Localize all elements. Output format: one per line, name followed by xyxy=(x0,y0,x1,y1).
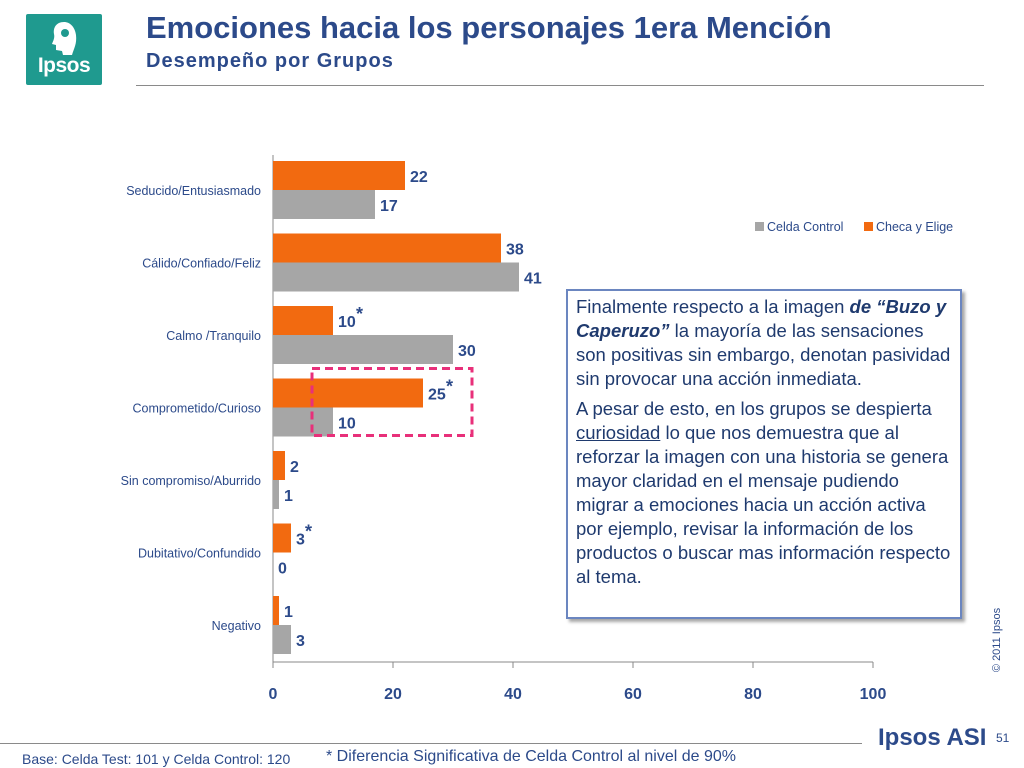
data-label-control: 17 xyxy=(380,198,398,215)
callout-text: la mayoría de las sensaciones son positi… xyxy=(576,320,951,389)
data-label-checa: 22 xyxy=(410,169,428,186)
bar-control xyxy=(273,335,453,364)
significance-note: * Diferencia Significativa de Celda Cont… xyxy=(326,748,736,765)
base-note: Base: Celda Test: 101 y Celda Control: 1… xyxy=(22,751,291,767)
bar-checa xyxy=(273,451,285,480)
significance-marker: * xyxy=(356,304,363,324)
x-tick-label: 40 xyxy=(504,686,522,703)
callout-text: Finalmente respecto a la imagen xyxy=(576,296,850,317)
x-tick-label: 0 xyxy=(269,686,278,703)
bar-control xyxy=(273,625,291,654)
legend-swatch-checa xyxy=(864,222,873,231)
profile-head-icon xyxy=(52,22,77,55)
category-label: Calmo /Tranquilo xyxy=(166,329,261,343)
bar-control xyxy=(273,480,279,509)
callout-emphasis: de “Buzo y Caperuzo” xyxy=(576,296,947,341)
insight-callout: Finalmente respecto a la imagen de “Buzo… xyxy=(566,289,962,619)
logo-text: Ipsos xyxy=(37,54,91,77)
significance-marker: * xyxy=(305,522,312,542)
significance-marker: * xyxy=(446,377,453,397)
category-label: Seducido/Entusiasmado xyxy=(126,184,261,198)
data-label-checa: 38 xyxy=(506,242,524,259)
bar-checa xyxy=(273,523,291,553)
copyright-text: © 2011 Ipsos xyxy=(991,607,1003,673)
data-label-checa: 2 xyxy=(290,459,299,476)
bar-checa xyxy=(273,378,423,408)
data-label-checa: 1 xyxy=(284,604,293,621)
data-label-checa: 10 xyxy=(338,314,356,331)
callout-underlined: curiosidad xyxy=(576,422,661,443)
legend-label-control: Celda Control xyxy=(767,220,843,234)
x-tick-label: 80 xyxy=(744,686,762,703)
legend-swatch-control xyxy=(755,222,764,231)
bar-control xyxy=(273,262,519,292)
page-subtitle: Desempeño por Grupos xyxy=(146,50,394,72)
footer-divider xyxy=(0,743,862,744)
bar-checa xyxy=(273,161,405,190)
page-number: 51 xyxy=(996,731,1010,745)
data-label-checa: 3 xyxy=(296,532,305,549)
page-title: Emociones hacia los personajes 1era Menc… xyxy=(146,10,832,45)
category-label: Sin compromiso/Aburrido xyxy=(121,474,261,488)
callout-text: lo que nos demuestra que al reforzar la … xyxy=(576,422,951,587)
data-label-control: 0 xyxy=(278,561,287,578)
callout-text: A pesar de esto, en los grupos se despie… xyxy=(576,398,932,419)
category-label: Negativo xyxy=(212,619,261,633)
bar-control xyxy=(273,407,333,437)
data-label-control: 30 xyxy=(458,343,476,360)
ipsos-logo: Ipsos xyxy=(26,14,102,85)
bar-checa xyxy=(273,233,501,263)
legend-label-checa: Checa y Elige xyxy=(876,220,953,234)
x-tick-label: 60 xyxy=(624,686,642,703)
bar-checa xyxy=(273,596,279,625)
data-label-control: 3 xyxy=(296,633,305,650)
data-label-control: 41 xyxy=(524,271,542,288)
bar-checa xyxy=(273,306,333,335)
x-tick-label: 20 xyxy=(384,686,402,703)
category-label: Dubitativo/Confundido xyxy=(138,547,261,561)
brand-logo: Ipsos ASI xyxy=(878,724,987,751)
data-label-checa: 25 xyxy=(428,387,446,404)
callout-paragraph-2: A pesar de esto, en los grupos se despie… xyxy=(576,397,952,589)
category-label: Cálido/Confiado/Feliz xyxy=(142,257,261,271)
data-label-control: 10 xyxy=(338,416,356,433)
title-divider xyxy=(136,85,984,86)
bar-control xyxy=(273,190,375,219)
x-tick-label: 100 xyxy=(860,686,887,703)
highlight-box xyxy=(310,367,474,437)
callout-paragraph-1: Finalmente respecto a la imagen de “Buzo… xyxy=(576,295,952,391)
data-label-control: 1 xyxy=(284,488,293,505)
copyright: © 2011 Ipsos xyxy=(990,606,1004,676)
category-label: Comprometido/Curioso xyxy=(132,402,261,416)
